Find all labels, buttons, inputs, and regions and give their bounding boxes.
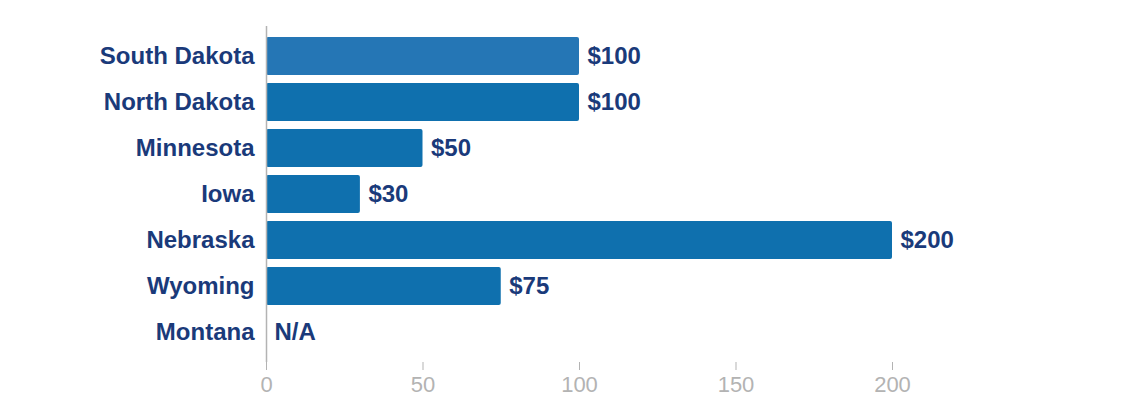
svg-text:Minnesota: Minnesota [136,134,255,161]
svg-text:Nebraska: Nebraska [146,226,255,253]
svg-text:50: 50 [411,372,435,397]
svg-text:150: 150 [718,372,755,397]
svg-text:$50: $50 [431,134,471,161]
svg-text:0: 0 [260,372,272,397]
svg-text:Iowa: Iowa [201,180,255,207]
svg-text:$75: $75 [509,272,549,299]
svg-text:$100: $100 [588,42,641,69]
svg-text:$200: $200 [901,226,954,253]
svg-text:N/A: N/A [275,318,316,345]
svg-text:North Dakota: North Dakota [104,88,255,115]
svg-text:200: 200 [874,372,911,397]
svg-text:South Dakota: South Dakota [100,42,255,69]
svg-text:100: 100 [561,372,598,397]
svg-text:$30: $30 [368,180,408,207]
svg-text:Wyoming: Wyoming [147,272,255,299]
svg-text:$100: $100 [588,88,641,115]
svg-text:Montana: Montana [156,318,255,345]
